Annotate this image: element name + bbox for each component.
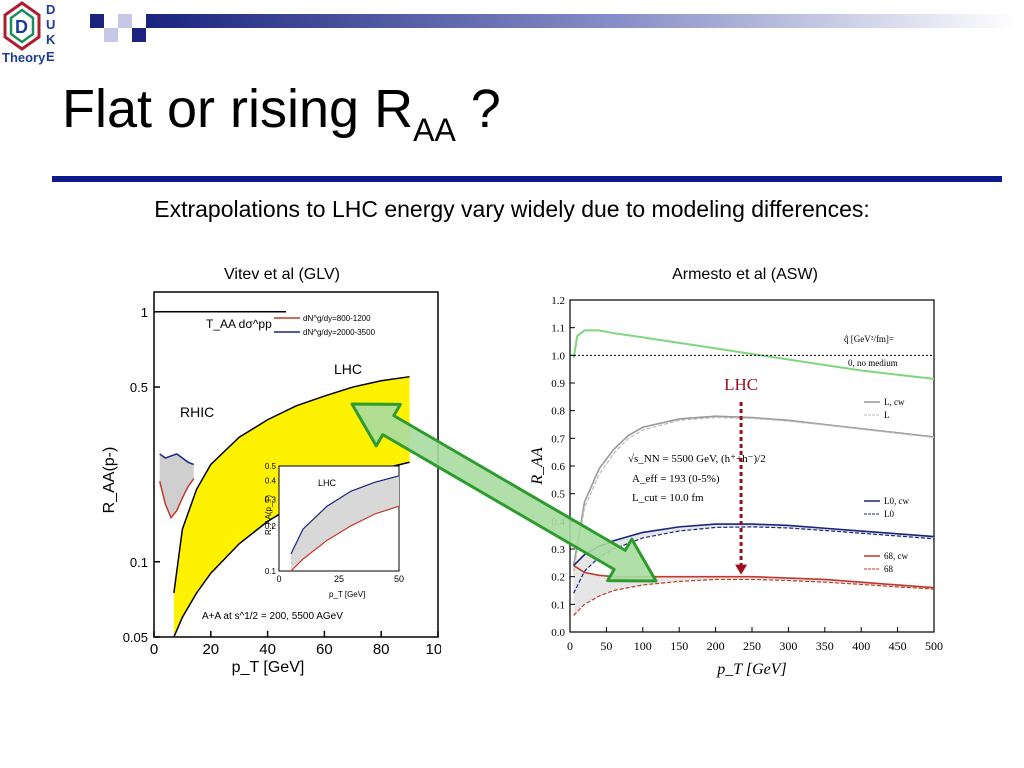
asw-x-tick-label: 50 <box>600 639 612 653</box>
glv-y-tick-label: 0.1 <box>130 555 148 570</box>
logo-letter: U <box>46 17 55 32</box>
glv-reference-label: T_AA dσ^pp <box>206 317 272 331</box>
glv-inset-y-tick-label: 0.1 <box>265 567 277 576</box>
asw-param: L_cut = 10.0 fm <box>632 492 704 504</box>
asw-param: A_eff = 193 (0-5%) <box>632 473 720 485</box>
glv-inset-y-tick-label: 0.4 <box>265 477 277 486</box>
logo-letter: E <box>46 49 55 64</box>
title-subscript: AA <box>413 112 456 148</box>
asw-chart: 0 50 100 150 200 250 300 350 400 450 500 0.0 0.1 0.2 0… <box>529 295 943 678</box>
asw-legend-entry: L0, cw <box>884 496 909 506</box>
glv-chart: 0 20 40 60 80 100 0.05 0.1 0.5 1 T_AA dσ^pp dN^g/… <box>101 291 441 676</box>
asw-y-tick-label: 1.0 <box>551 350 565 362</box>
glv-annotation-rhic: RHIC <box>180 404 214 420</box>
asw-x-tick-label: 450 <box>889 639 907 653</box>
asw-x-tick-label: 0 <box>567 639 573 653</box>
glv-xlabel: p_T [GeV] <box>232 659 305 676</box>
glv-annotation-lhc: LHC <box>334 361 362 377</box>
asw-x-tick-label: 300 <box>779 639 797 653</box>
glv-rhic-lower-line <box>158 478 195 520</box>
asw-x-tick-label: 500 <box>925 639 943 653</box>
glv-inset-y-tick-label: 0.3 <box>265 495 277 504</box>
asw-x-tick-label: 200 <box>707 639 725 653</box>
asw-legend-entry: L <box>884 410 890 420</box>
asw-param: √s_NN = 5500 GeV, (h⁺+h⁻)/2 <box>628 453 766 465</box>
asw-xlabel: p_T [GeV] <box>716 661 787 678</box>
glv-inset-xlabel: p_T [GeV] <box>329 590 365 599</box>
glv-x-tick-label: 100 <box>425 641 441 658</box>
glv-lhc-upper-line <box>173 375 410 594</box>
glv-x-tick-label: 80 <box>373 641 390 658</box>
glv-x-tick-label: 60 <box>316 641 333 658</box>
duke-theory-logo: D D U K E Theory <box>2 1 56 65</box>
asw-x-tick-label: 400 <box>852 639 870 653</box>
glv-footer: A+A at s^1/2 = 200, 5500 AGeV <box>202 611 343 622</box>
glv-x-tick-label: 20 <box>202 641 219 658</box>
glv-inset-x-tick-label: 0 <box>276 574 281 584</box>
glv-rhic-upper-line <box>159 453 195 466</box>
glv-inset-x-tick-label: 50 <box>394 574 404 584</box>
asw-legend-entry: 68 <box>884 564 894 574</box>
asw-legend-entry: 0, no medium <box>848 358 898 368</box>
svg-text:D: D <box>15 17 28 37</box>
chart-caption-glv: Vitev et al (GLV) <box>224 266 340 283</box>
asw-y-tick-label: 0.3 <box>551 544 565 556</box>
glv-legend-entry: dN^g/dy=800-1200 <box>303 314 371 323</box>
asw-legend-entry: L0 <box>884 509 894 519</box>
logo-word: Theory <box>2 50 46 65</box>
glv-y-tick-label: 0.5 <box>130 380 148 395</box>
glv-rhic-band <box>159 453 194 518</box>
asw-y-tick-label: 1.2 <box>551 295 565 307</box>
asw-lhc-marker-arrowhead <box>735 564 748 575</box>
glv-inset-y-tick-label: 0.2 <box>265 522 277 531</box>
asw-y-tick-label: 0.8 <box>551 406 565 418</box>
asw-x-tick-label: 100 <box>634 639 652 653</box>
logo-letter: K <box>46 32 56 47</box>
asw-y-tick-label: 0.6 <box>551 461 565 473</box>
glv-inset-ylabel: R_AA(p_T) <box>264 495 273 535</box>
asw-lhc-label: LHC <box>724 375 758 394</box>
asw-ylabel: R_AA <box>529 447 546 486</box>
glv-inset-y-tick-label: 0.5 <box>265 462 277 471</box>
asw-y-tick-label: 1.1 <box>551 323 565 335</box>
asw-legend-entry: 68, cw <box>884 551 908 561</box>
asw-y-tick-label: 0.4 <box>551 516 565 528</box>
asw-y-tick-label: 0.2 <box>551 572 565 584</box>
asw-68-band <box>573 565 934 616</box>
asw-y-tick-label: 0.7 <box>551 433 565 445</box>
glv-x-tick-label: 0 <box>150 641 158 658</box>
chart-caption-asw: Armesto et al (ASW) <box>672 266 818 283</box>
title-end: ? <box>455 79 501 139</box>
title-divider <box>52 176 1002 182</box>
title-main: Flat or rising R <box>62 79 414 139</box>
asw-y-tick-label: 0.0 <box>551 627 565 639</box>
asw-y-tick-label: 0.5 <box>551 489 565 501</box>
glv-legend-entry: dN^g/dy=2000-3500 <box>303 328 376 337</box>
asw-y-tick-label: 0.1 <box>551 599 565 611</box>
page-title: Flat or rising RAA ? <box>62 79 501 146</box>
glv-inset-x-tick-label: 25 <box>334 574 344 584</box>
glv-inset-label: LHC <box>318 478 337 488</box>
asw-y-tick-label: 0.9 <box>551 378 565 390</box>
glv-x-tick-label: 40 <box>259 641 276 658</box>
asw-x-tick-label: 150 <box>670 639 688 653</box>
glv-ylabel: R_AA(p-) <box>101 447 118 514</box>
asw-legend-title: q̂ [GeV²/fm]= <box>844 334 894 344</box>
glv-y-tick-label: 1 <box>141 305 148 320</box>
asw-series-68 <box>573 578 935 616</box>
asw-series-no-medium <box>572 329 935 380</box>
glv-y-tick-label: 0.05 <box>123 630 148 645</box>
asw-legend-entry: L, cw <box>884 397 905 407</box>
slide-subtitle: Extrapolations to LHC energy vary widely… <box>154 196 870 222</box>
asw-x-tick-label: 250 <box>743 639 761 653</box>
asw-x-tick-label: 350 <box>816 639 834 653</box>
logo-letter: D <box>46 2 55 17</box>
decorative-header-bar <box>90 14 1018 42</box>
